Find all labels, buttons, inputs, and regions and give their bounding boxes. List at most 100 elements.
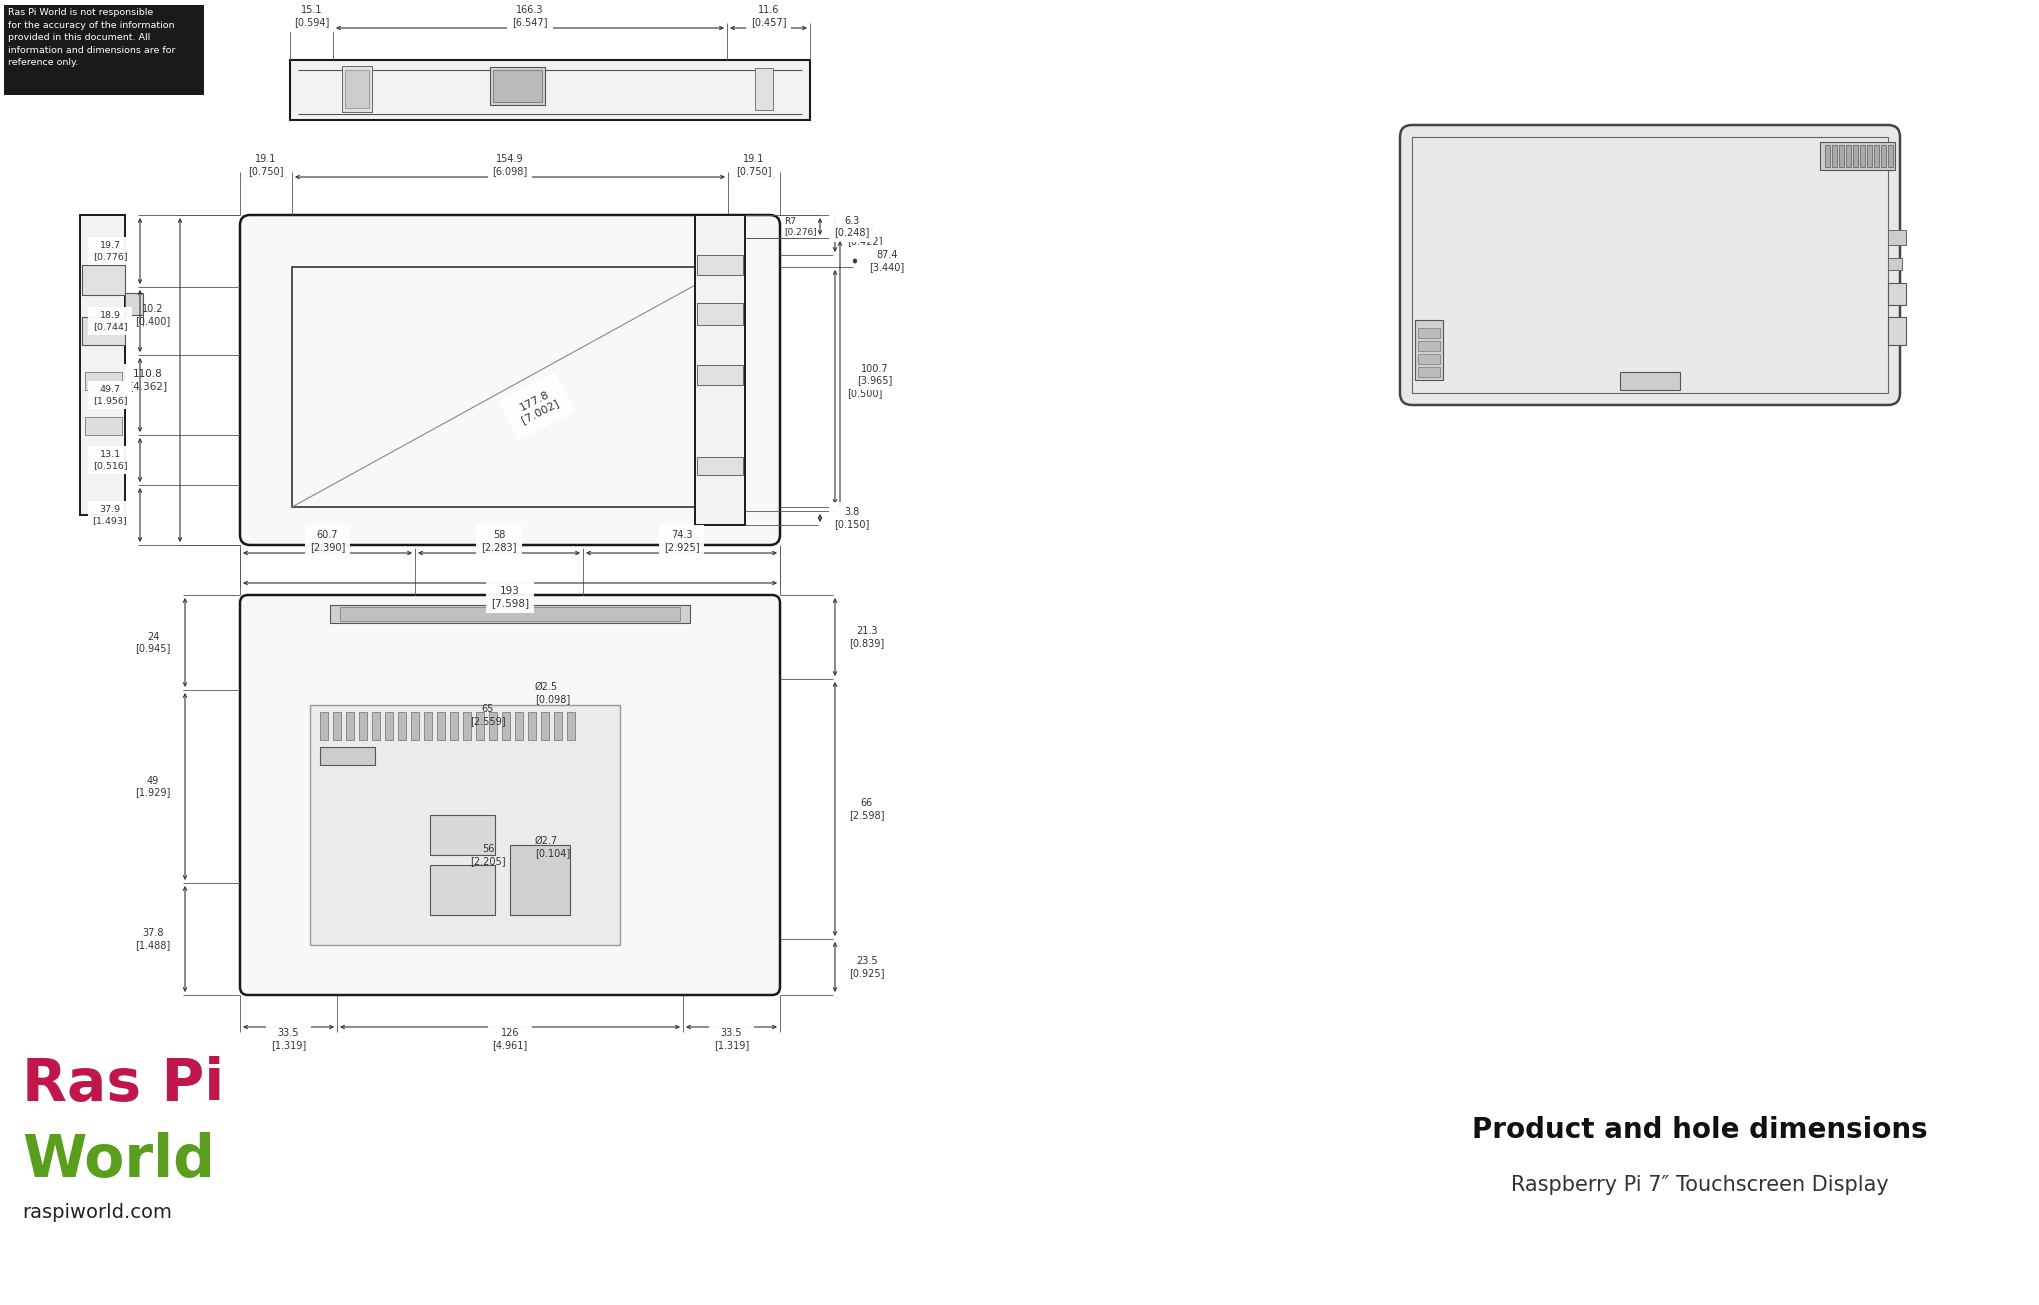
Text: 74.3
[2.925]: 74.3 [2.925]: [663, 530, 699, 552]
Bar: [332, 713, 341, 740]
Bar: [555, 713, 561, 740]
Bar: [1851, 145, 1858, 167]
Bar: [124, 294, 143, 315]
Text: 21.3
[0.839]: 21.3 [0.839]: [848, 626, 885, 647]
Bar: [697, 254, 742, 275]
Bar: [489, 713, 498, 740]
Bar: [463, 713, 471, 740]
Bar: [347, 713, 355, 740]
Bar: [697, 303, 742, 325]
Text: 193
[7.598]: 193 [7.598]: [491, 586, 528, 608]
Text: 58
[2.283]: 58 [2.283]: [481, 530, 516, 552]
Text: 154.9
[6.098]: 154.9 [6.098]: [491, 154, 528, 176]
Bar: [80, 215, 124, 515]
Bar: [310, 705, 620, 945]
Text: 100.7
[3.965]: 100.7 [3.965]: [856, 364, 893, 385]
Text: 126
[4.961]: 126 [4.961]: [491, 1028, 528, 1049]
Bar: [451, 713, 459, 740]
Bar: [398, 713, 406, 740]
Text: 33.5
[1.319]: 33.5 [1.319]: [271, 1028, 306, 1049]
Bar: [510, 846, 569, 915]
Bar: [320, 713, 328, 740]
Text: Raspberry Pi 7″ Touchscreen Display: Raspberry Pi 7″ Touchscreen Display: [1511, 1174, 1888, 1195]
Bar: [493, 70, 542, 102]
Bar: [436, 713, 445, 740]
Text: 13.1
[0.516]: 13.1 [0.516]: [92, 450, 126, 470]
Text: 3.8
[0.150]: 3.8 [0.150]: [834, 508, 869, 529]
Bar: [1411, 137, 1886, 393]
Bar: [371, 713, 379, 740]
Bar: [290, 60, 809, 120]
Bar: [1886, 258, 1900, 270]
Text: 87.4
[3.440]: 87.4 [3.440]: [869, 251, 903, 271]
Text: 65
[2.559]: 65 [2.559]: [469, 705, 506, 726]
Bar: [385, 713, 394, 740]
Bar: [1886, 283, 1904, 305]
Text: 24
[0.945]: 24 [0.945]: [135, 632, 171, 654]
Bar: [359, 713, 367, 740]
Bar: [430, 865, 495, 915]
Text: 19.7
[0.776]: 19.7 [0.776]: [92, 241, 126, 261]
Bar: [345, 70, 369, 108]
Bar: [695, 215, 744, 525]
Bar: [567, 713, 575, 740]
Bar: [4, 5, 204, 95]
Bar: [1415, 320, 1442, 380]
Bar: [410, 713, 418, 740]
Text: 15.1
[0.594]: 15.1 [0.594]: [294, 5, 328, 27]
Bar: [1845, 145, 1849, 167]
Bar: [1886, 317, 1904, 345]
Bar: [1417, 328, 1440, 338]
Bar: [1886, 230, 1904, 245]
Bar: [697, 365, 742, 385]
Text: R7
[0.276]: R7 [0.276]: [783, 217, 816, 236]
Bar: [1819, 142, 1894, 170]
FancyBboxPatch shape: [241, 595, 779, 994]
Text: 11.6
[0.457]: 11.6 [0.457]: [750, 5, 785, 27]
Bar: [1880, 145, 1886, 167]
Text: 33.5
[1.319]: 33.5 [1.319]: [714, 1028, 748, 1049]
Bar: [1837, 145, 1843, 167]
Text: 12.7
[0.500]: 12.7 [0.500]: [846, 376, 883, 398]
FancyBboxPatch shape: [1399, 125, 1898, 405]
Bar: [343, 67, 371, 112]
Text: raspiworld.com: raspiworld.com: [22, 1203, 171, 1223]
Text: 66
[2.598]: 66 [2.598]: [848, 799, 885, 820]
Text: 19.1
[0.750]: 19.1 [0.750]: [736, 154, 771, 176]
Text: 6.3
[0.248]: 6.3 [0.248]: [834, 215, 869, 238]
Bar: [1619, 372, 1680, 390]
Text: 60.7
[2.390]: 60.7 [2.390]: [310, 530, 345, 552]
Bar: [754, 68, 773, 110]
Text: 19.1
[0.750]: 19.1 [0.750]: [249, 154, 283, 176]
Bar: [82, 317, 124, 345]
Bar: [1866, 145, 1872, 167]
Bar: [320, 746, 375, 765]
Text: Ø2.5
[0.098]: Ø2.5 [0.098]: [534, 683, 571, 703]
Text: 110.8
[4.362]: 110.8 [4.362]: [128, 369, 167, 390]
Bar: [292, 268, 728, 508]
Bar: [528, 713, 536, 740]
Text: 49
[1.929]: 49 [1.929]: [135, 775, 171, 797]
Text: 10.2
[0.400]: 10.2 [0.400]: [135, 304, 171, 326]
Bar: [475, 713, 483, 740]
Bar: [341, 607, 679, 621]
Text: 37.9
[1.493]: 37.9 [1.493]: [92, 505, 126, 525]
FancyBboxPatch shape: [241, 215, 779, 545]
Bar: [82, 265, 124, 295]
Text: 18.9
[0.744]: 18.9 [0.744]: [92, 312, 126, 330]
Text: 177.8
[7.002]: 177.8 [7.002]: [514, 388, 561, 425]
Text: Product and hole dimensions: Product and hole dimensions: [1472, 1116, 1927, 1144]
Circle shape: [332, 917, 338, 923]
Bar: [697, 457, 742, 475]
Text: World: World: [22, 1131, 214, 1189]
Bar: [424, 713, 432, 740]
Bar: [86, 418, 122, 435]
Text: 166.3
[6.547]: 166.3 [6.547]: [512, 5, 548, 27]
Text: 10.7
[0.422]: 10.7 [0.422]: [846, 224, 883, 245]
Text: 37.8
[1.488]: 37.8 [1.488]: [135, 928, 171, 950]
Bar: [1874, 145, 1878, 167]
Bar: [1417, 354, 1440, 364]
Text: 23.5
[0.925]: 23.5 [0.925]: [848, 957, 885, 977]
Text: Ras Pi: Ras Pi: [22, 1057, 224, 1113]
Bar: [1417, 341, 1440, 351]
